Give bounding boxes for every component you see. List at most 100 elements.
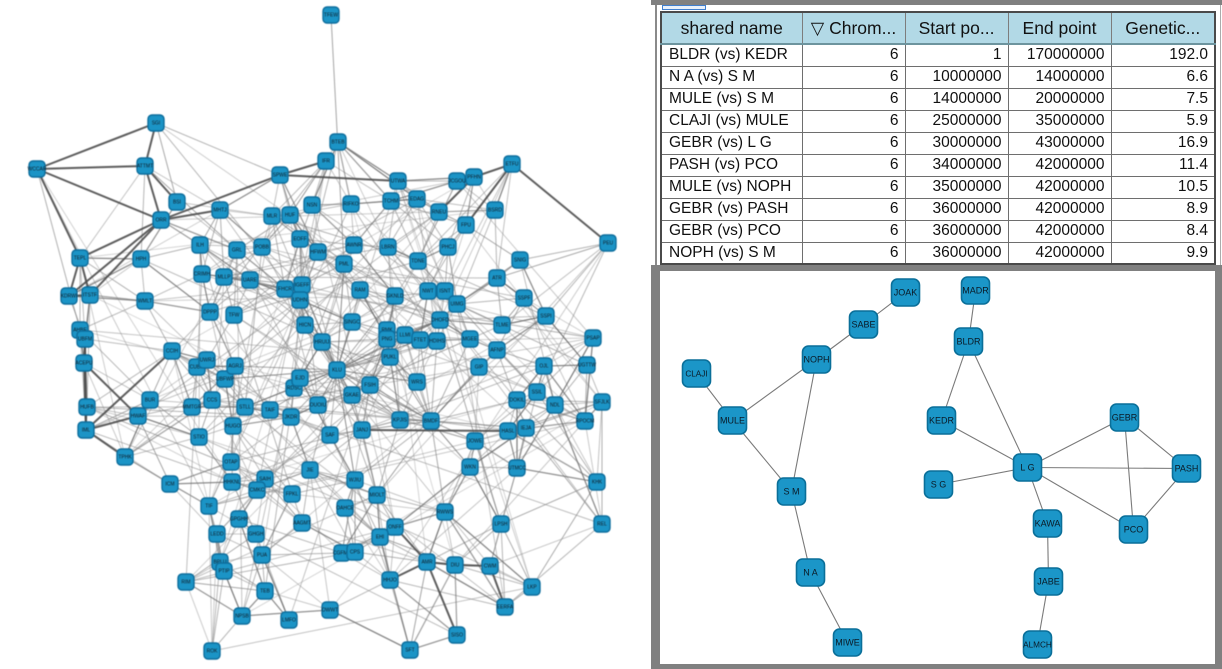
svg-text:NSN: NSN <box>307 203 318 209</box>
svg-text:WKN: WKN <box>464 465 476 471</box>
svg-text:MGEE: MGEE <box>463 337 478 343</box>
svg-text:MHTJ: MHTJ <box>213 208 227 214</box>
svg-text:KPJIS: KPJIS <box>393 418 408 424</box>
svg-text:SISO: SISO <box>451 633 463 639</box>
svg-text:SABE: SABE <box>851 320 875 330</box>
svg-text:JANJ: JANJ <box>356 428 368 434</box>
svg-text:BMDF: BMDF <box>424 419 438 425</box>
svg-text:ISNT: ISNT <box>439 289 450 295</box>
svg-text:HRUIJ: HRUIJ <box>315 340 330 346</box>
svg-text:OJL: OJL <box>539 364 548 370</box>
svg-text:RIFKO: RIFKO <box>343 202 358 208</box>
svg-text:ONFF: ONFF <box>388 525 402 531</box>
svg-text:DIU: DIU <box>451 563 460 569</box>
svg-text:NWT: NWT <box>422 289 433 295</box>
svg-text:KHK: KHK <box>592 480 603 486</box>
svg-text:ILH: ILH <box>196 243 204 249</box>
svg-text:HUF: HUF <box>285 213 295 219</box>
svg-text:ITSTF: ITSTF <box>83 293 97 299</box>
svg-text:PSAP: PSAP <box>586 336 600 342</box>
svg-text:L G: L G <box>1020 463 1034 473</box>
svg-text:SSPI: SSPI <box>540 314 551 320</box>
svg-text:ICM: ICM <box>165 482 174 488</box>
svg-text:NDL: NDL <box>550 403 560 409</box>
svg-text:REL: REL <box>597 522 607 528</box>
svg-text:UIMG: UIMG <box>450 302 463 308</box>
svg-text:CGFMD: CGFMD <box>333 551 352 557</box>
svg-text:TPHK: TPHK <box>118 455 132 461</box>
svg-text:KAWA: KAWA <box>1035 519 1061 529</box>
svg-text:RPOCM: RPOCM <box>576 419 595 425</box>
svg-text:CWM: CWM <box>484 564 497 570</box>
svg-text:FTET: FTET <box>414 338 427 344</box>
svg-text:N A: N A <box>803 568 818 578</box>
svg-text:RWWS: RWWS <box>437 510 454 516</box>
svg-text:AFNP: AFNP <box>490 348 504 354</box>
svg-text:ATR: ATR <box>492 276 502 282</box>
svg-text:HPH: HPH <box>136 257 147 263</box>
svg-text:OUOIU: OUOIU <box>310 403 327 409</box>
svg-text:SNIG: SNIG <box>514 258 526 264</box>
svg-text:GPGHH: GPGHH <box>230 517 249 523</box>
svg-text:FSIH: FSIH <box>364 383 376 389</box>
svg-text:HHKNL: HHKNL <box>224 480 241 486</box>
svg-text:CMKC: CMKC <box>250 488 265 494</box>
svg-text:DPPP: DPPP <box>203 310 217 316</box>
svg-text:GEBR: GEBR <box>1112 413 1138 423</box>
svg-text:IFR: IFR <box>322 159 330 165</box>
svg-text:PASH: PASH <box>1175 464 1199 474</box>
svg-text:TFEW: TFEW <box>324 13 338 19</box>
svg-text:DOKIL: DOKIL <box>509 398 524 404</box>
svg-text:PHCJ: PHCJ <box>441 245 455 251</box>
svg-text:BTEB: BTEB <box>331 140 345 146</box>
svg-text:EERFA: EERFA <box>497 605 514 611</box>
svg-text:CCIH: CCIH <box>166 349 179 355</box>
svg-text:ATTMT: ATTMT <box>137 164 153 170</box>
svg-text:HICN: HICN <box>299 323 312 329</box>
svg-text:UDHN: UDHN <box>293 298 308 304</box>
svg-text:OTAP: OTAP <box>224 460 238 466</box>
svg-text:KEDR: KEDR <box>929 416 955 426</box>
svg-text:SINGC: SINGC <box>344 320 360 326</box>
svg-text:WJIU: WJIU <box>349 478 362 484</box>
svg-text:TEPL: TEPL <box>74 256 87 262</box>
svg-text:JABE: JABE <box>1037 577 1060 587</box>
svg-text:TDNE: TDNE <box>411 259 425 265</box>
svg-text:EDAG: EDAG <box>410 197 424 203</box>
svg-text:AAGMT: AAGMT <box>293 521 311 527</box>
svg-text:UBFWP: UBFWP <box>216 377 235 383</box>
svg-text:ORR: ORR <box>155 218 167 224</box>
svg-text:EHI: EHI <box>376 535 384 541</box>
svg-text:SSIL: SSIL <box>532 390 543 396</box>
svg-text:BLDR: BLDR <box>956 337 981 347</box>
svg-text:UGTTW: UGTTW <box>578 363 597 369</box>
svg-text:EOFF: EOFF <box>293 237 306 243</box>
svg-text:GKAE: GKAE <box>345 393 360 399</box>
svg-text:CCS: CCS <box>207 398 218 404</box>
svg-text:FPKL: FPKL <box>286 492 299 498</box>
svg-text:KDRWI: KDRWI <box>61 294 78 300</box>
svg-text:JKDR: JKDR <box>284 415 297 421</box>
svg-text:SAIH: SAIH <box>259 477 271 483</box>
svg-text:TIF: TIF <box>205 504 213 510</box>
svg-text:RNEU: RNEU <box>432 210 447 216</box>
svg-text:HWAF: HWAF <box>131 414 146 420</box>
svg-text:TEB: TEB <box>260 589 270 595</box>
svg-text:EJD: EJD <box>295 376 305 382</box>
svg-text:MLLP: MLLP <box>217 275 231 281</box>
svg-text:WRS: WRS <box>411 380 423 386</box>
svg-text:HFWM: HFWM <box>310 250 326 256</box>
svg-text:LMFO: LMFO <box>282 618 296 624</box>
svg-text:PEU: PEU <box>603 241 614 247</box>
svg-text:LBRN: LBRN <box>381 245 395 251</box>
svg-text:CPS: CPS <box>350 550 361 556</box>
svg-text:POBB: POBB <box>255 245 270 251</box>
svg-text:UBFM: UBFM <box>78 337 92 343</box>
svg-text:WMLT: WMLT <box>138 299 152 305</box>
svg-text:RIM: RIM <box>181 580 190 586</box>
svg-text:ACEPU: ACEPU <box>75 361 93 367</box>
svg-text:IGEFF: IGEFF <box>295 283 310 289</box>
svg-text:CUBM: CUBM <box>190 365 205 371</box>
svg-text:PUKL: PUKL <box>383 355 396 361</box>
svg-text:FPU: FPU <box>461 223 471 229</box>
